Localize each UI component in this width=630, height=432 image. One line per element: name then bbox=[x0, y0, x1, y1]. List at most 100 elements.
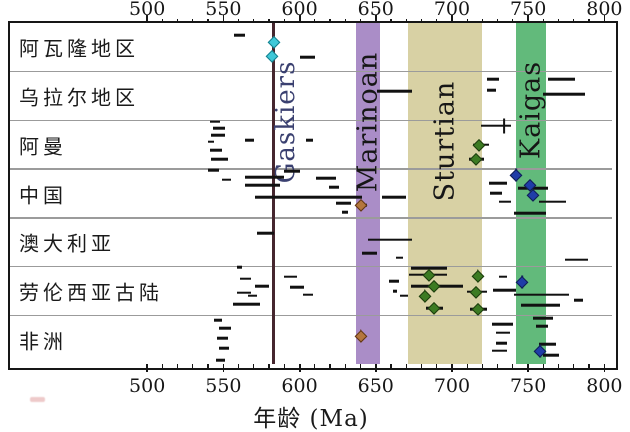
minor-tick bbox=[512, 18, 514, 23]
minor-tick bbox=[588, 364, 590, 369]
major-tick bbox=[451, 15, 453, 23]
bottom-tick-label: 500 bbox=[129, 375, 166, 397]
major-tick bbox=[298, 364, 301, 372]
age-range-bar bbox=[499, 200, 512, 204]
minor-tick bbox=[588, 18, 590, 23]
bottom-tick-label: 700 bbox=[433, 375, 471, 397]
minor-tick bbox=[390, 18, 392, 23]
row-separator bbox=[10, 119, 612, 122]
minor-tick bbox=[314, 18, 316, 23]
age-range-bar bbox=[316, 176, 337, 180]
age-range-bar bbox=[514, 211, 547, 215]
minor-tick bbox=[573, 18, 575, 23]
age-range-bar bbox=[496, 341, 507, 345]
age-range-bar bbox=[244, 175, 285, 179]
top-x-axis: 500 550 600 650 700 750 800 bbox=[10, 0, 623, 23]
minor-tick bbox=[481, 18, 483, 23]
minor-tick bbox=[405, 364, 407, 369]
age-range-bar bbox=[499, 275, 507, 279]
bottom-tick-label: 750 bbox=[510, 375, 547, 397]
minor-tick bbox=[207, 18, 209, 23]
band-label-sturtian: Sturtian bbox=[429, 80, 461, 201]
row-separator bbox=[10, 314, 612, 316]
age-range-bar bbox=[218, 346, 230, 350]
band-label-kaigas: Kaigas bbox=[515, 60, 547, 160]
bottom-x-axis: 500 550 600 650 700 750 800 bbox=[10, 364, 623, 400]
minor-tick bbox=[237, 364, 240, 369]
major-tick bbox=[222, 364, 225, 372]
top-tick-label: 550 bbox=[205, 0, 242, 20]
top-tick-label: 650 bbox=[357, 0, 394, 20]
age-range-bar bbox=[237, 291, 251, 295]
minor-tick bbox=[542, 364, 544, 369]
minor-tick bbox=[253, 364, 255, 369]
age-range-bar bbox=[488, 181, 507, 185]
age-range-bar bbox=[381, 195, 407, 199]
minor-tick bbox=[496, 364, 499, 369]
age-range-bar bbox=[302, 293, 314, 297]
minor-tick bbox=[161, 364, 163, 369]
major-tick bbox=[298, 15, 301, 23]
minor-tick bbox=[420, 18, 422, 23]
age-range-bar bbox=[547, 77, 576, 81]
row-separator bbox=[10, 265, 612, 268]
row-separator bbox=[10, 168, 612, 170]
age-range-bar bbox=[211, 133, 225, 137]
bottom-tick-label: 600 bbox=[281, 375, 318, 397]
age-range-bar bbox=[305, 138, 314, 142]
age-range-bar bbox=[538, 342, 556, 346]
row-label-1: 乌拉尔地区 bbox=[19, 85, 139, 110]
bottom-tick-label: 650 bbox=[357, 375, 394, 397]
minor-tick bbox=[283, 18, 285, 23]
minor-tick bbox=[359, 364, 362, 369]
cyan-diamond-marker bbox=[267, 36, 280, 49]
age-range-bar bbox=[255, 195, 363, 199]
minor-tick bbox=[573, 364, 575, 369]
minor-tick bbox=[344, 18, 346, 23]
minor-tick bbox=[329, 18, 331, 23]
major-tick bbox=[603, 364, 606, 372]
minor-tick bbox=[557, 364, 560, 369]
age-range-bar bbox=[395, 256, 404, 260]
major-tick bbox=[527, 364, 530, 372]
minor-tick bbox=[237, 18, 240, 23]
age-range-bar bbox=[215, 358, 225, 362]
gaskiers-label: Gaskiers bbox=[270, 60, 301, 184]
age-range-bar bbox=[234, 33, 245, 37]
age-range-bar bbox=[284, 169, 300, 173]
minor-tick bbox=[481, 364, 483, 369]
major-tick bbox=[375, 364, 377, 372]
top-tick-label: 500 bbox=[129, 0, 166, 20]
age-range-bar bbox=[247, 294, 257, 298]
age-range-bar bbox=[410, 266, 448, 270]
age-range-bar bbox=[535, 324, 548, 328]
gaskiers-line bbox=[272, 23, 275, 364]
age-range-bar bbox=[543, 92, 585, 96]
row-label-0: 阿瓦隆地区 bbox=[19, 36, 139, 61]
age-range-bar bbox=[255, 284, 270, 288]
glaciation-band-sturtian bbox=[407, 23, 483, 364]
minor-tick bbox=[420, 364, 422, 369]
age-range-bar bbox=[290, 285, 305, 289]
major-tick bbox=[527, 15, 530, 23]
age-range-bar bbox=[491, 349, 507, 353]
minor-tick bbox=[161, 18, 163, 23]
minor-tick bbox=[192, 364, 194, 369]
age-range-bar bbox=[221, 178, 231, 182]
top-tick-label: 800 bbox=[586, 0, 623, 20]
age-range-bar bbox=[212, 126, 225, 130]
minor-tick bbox=[268, 18, 270, 23]
minor-tick bbox=[314, 364, 316, 369]
age-range-bar bbox=[336, 201, 352, 205]
age-range-bar bbox=[217, 336, 228, 340]
x-axis-title: 年龄 (Ma) bbox=[253, 406, 369, 432]
glaciation-band-marinoan bbox=[355, 23, 381, 364]
age-range-bar bbox=[573, 298, 584, 302]
minor-tick bbox=[268, 364, 270, 369]
age-range-bar bbox=[543, 353, 559, 357]
age-range-bar bbox=[218, 326, 231, 330]
minor-tick bbox=[436, 18, 438, 23]
minor-tick bbox=[176, 18, 179, 23]
minor-tick bbox=[176, 364, 179, 369]
